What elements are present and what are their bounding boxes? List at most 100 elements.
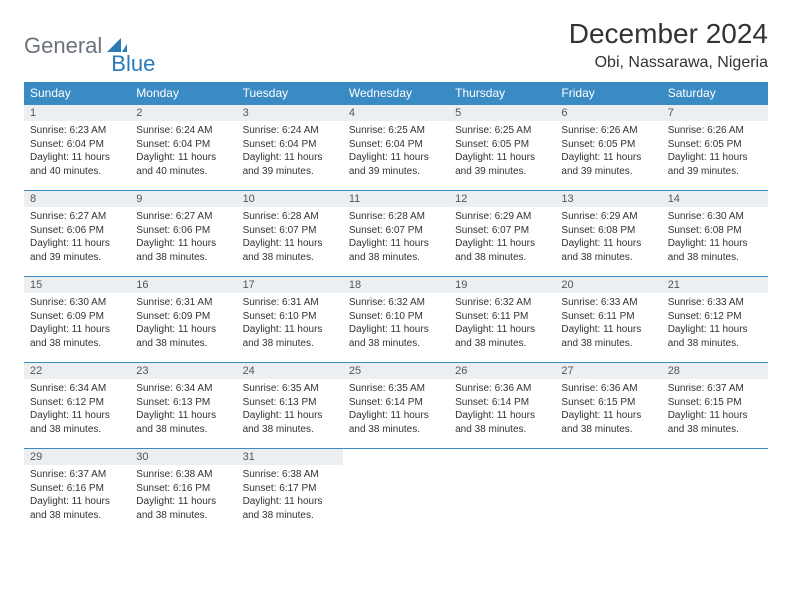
calendar-day-cell: 19Sunrise: 6:32 AMSunset: 6:11 PMDayligh… — [449, 277, 555, 363]
day-number: 16 — [130, 277, 236, 293]
sunrise-line: Sunrise: 6:36 AM — [561, 382, 655, 396]
day-details: Sunrise: 6:31 AMSunset: 6:09 PMDaylight:… — [130, 293, 236, 355]
day-number: 31 — [237, 449, 343, 465]
sunset-line: Sunset: 6:09 PM — [136, 310, 230, 324]
day-details: Sunrise: 6:34 AMSunset: 6:13 PMDaylight:… — [130, 379, 236, 441]
day-details: Sunrise: 6:25 AMSunset: 6:04 PMDaylight:… — [343, 121, 449, 183]
day-number: 22 — [24, 363, 130, 379]
sunrise-line: Sunrise: 6:38 AM — [136, 468, 230, 482]
day-number: 9 — [130, 191, 236, 207]
sunrise-line: Sunrise: 6:29 AM — [455, 210, 549, 224]
calendar-week-row: 8Sunrise: 6:27 AMSunset: 6:06 PMDaylight… — [24, 191, 768, 277]
day-number: 29 — [24, 449, 130, 465]
calendar-day-cell: 16Sunrise: 6:31 AMSunset: 6:09 PMDayligh… — [130, 277, 236, 363]
calendar-day-cell — [555, 449, 661, 535]
daylight-line: Daylight: 11 hours and 38 minutes. — [243, 495, 337, 522]
sunset-line: Sunset: 6:13 PM — [243, 396, 337, 410]
sunset-line: Sunset: 6:06 PM — [136, 224, 230, 238]
calendar-day-cell: 24Sunrise: 6:35 AMSunset: 6:13 PMDayligh… — [237, 363, 343, 449]
day-details: Sunrise: 6:33 AMSunset: 6:12 PMDaylight:… — [662, 293, 768, 355]
weekday-header: Wednesday — [343, 82, 449, 105]
day-details: Sunrise: 6:24 AMSunset: 6:04 PMDaylight:… — [237, 121, 343, 183]
calendar-day-cell: 7 Sunrise: 6:26 AMSunset: 6:05 PMDaylight… — [662, 105, 768, 191]
daylight-line: Daylight: 11 hours and 40 minutes. — [30, 151, 124, 178]
daylight-line: Daylight: 11 hours and 38 minutes. — [136, 323, 230, 350]
calendar-table: SundayMondayTuesdayWednesdayThursdayFrid… — [24, 82, 768, 535]
day-number: 5 — [449, 105, 555, 121]
day-number: 26 — [449, 363, 555, 379]
calendar-day-cell: 5Sunrise: 6:25 AMSunset: 6:05 PMDaylight… — [449, 105, 555, 191]
day-number: 20 — [555, 277, 661, 293]
calendar-day-cell: 9Sunrise: 6:27 AMSunset: 6:06 PMDaylight… — [130, 191, 236, 277]
location-text: Obi, Nassarawa, Nigeria — [569, 54, 768, 72]
sunset-line: Sunset: 6:11 PM — [455, 310, 549, 324]
day-number: 3 — [237, 105, 343, 121]
day-number: 2 — [130, 105, 236, 121]
day-number: 11 — [343, 191, 449, 207]
sunrise-line: Sunrise: 6:25 AM — [349, 124, 443, 138]
sunrise-line: Sunrise: 6:26 AM — [668, 124, 762, 138]
day-details: Sunrise: 6:37 AMSunset: 6:15 PMDaylight:… — [662, 379, 768, 441]
day-details: Sunrise: 6:38 AMSunset: 6:16 PMDaylight:… — [130, 465, 236, 527]
day-details: Sunrise: 6:33 AMSunset: 6:11 PMDaylight:… — [555, 293, 661, 355]
sunset-line: Sunset: 6:05 PM — [561, 138, 655, 152]
daylight-line: Daylight: 11 hours and 38 minutes. — [243, 237, 337, 264]
daylight-line: Daylight: 11 hours and 38 minutes. — [561, 409, 655, 436]
sunset-line: Sunset: 6:08 PM — [561, 224, 655, 238]
day-number: 6 — [555, 105, 661, 121]
sunset-line: Sunset: 6:07 PM — [349, 224, 443, 238]
day-number: 25 — [343, 363, 449, 379]
sunset-line: Sunset: 6:17 PM — [243, 482, 337, 496]
sunset-line: Sunset: 6:06 PM — [30, 224, 124, 238]
sunrise-line: Sunrise: 6:24 AM — [243, 124, 337, 138]
calendar-day-cell: 8Sunrise: 6:27 AMSunset: 6:06 PMDaylight… — [24, 191, 130, 277]
daylight-line: Daylight: 11 hours and 39 minutes. — [243, 151, 337, 178]
day-details: Sunrise: 6:31 AMSunset: 6:10 PMDaylight:… — [237, 293, 343, 355]
calendar-day-cell: 11Sunrise: 6:28 AMSunset: 6:07 PMDayligh… — [343, 191, 449, 277]
sunrise-line: Sunrise: 6:35 AM — [243, 382, 337, 396]
sunrise-line: Sunrise: 6:29 AM — [561, 210, 655, 224]
calendar-day-cell: 18Sunrise: 6:32 AMSunset: 6:10 PMDayligh… — [343, 277, 449, 363]
daylight-line: Daylight: 11 hours and 38 minutes. — [668, 323, 762, 350]
sunrise-line: Sunrise: 6:27 AM — [30, 210, 124, 224]
sunset-line: Sunset: 6:05 PM — [668, 138, 762, 152]
sunset-line: Sunset: 6:11 PM — [561, 310, 655, 324]
daylight-line: Daylight: 11 hours and 39 minutes. — [668, 151, 762, 178]
calendar-day-cell: 29Sunrise: 6:37 AMSunset: 6:16 PMDayligh… — [24, 449, 130, 535]
day-number: 12 — [449, 191, 555, 207]
day-details: Sunrise: 6:24 AMSunset: 6:04 PMDaylight:… — [130, 121, 236, 183]
sunset-line: Sunset: 6:10 PM — [243, 310, 337, 324]
logo-text-blue: Blue — [111, 33, 155, 77]
day-details: Sunrise: 6:27 AMSunset: 6:06 PMDaylight:… — [130, 207, 236, 269]
sunset-line: Sunset: 6:09 PM — [30, 310, 124, 324]
daylight-line: Daylight: 11 hours and 38 minutes. — [136, 237, 230, 264]
calendar-day-cell: 30Sunrise: 6:38 AMSunset: 6:16 PMDayligh… — [130, 449, 236, 535]
sunset-line: Sunset: 6:15 PM — [561, 396, 655, 410]
day-details: Sunrise: 6:36 AMSunset: 6:14 PMDaylight:… — [449, 379, 555, 441]
sunset-line: Sunset: 6:10 PM — [349, 310, 443, 324]
logo-text-general: General — [24, 33, 102, 59]
calendar-day-cell: 23Sunrise: 6:34 AMSunset: 6:13 PMDayligh… — [130, 363, 236, 449]
day-number: 7 — [662, 105, 768, 121]
calendar-day-cell: 27Sunrise: 6:36 AMSunset: 6:15 PMDayligh… — [555, 363, 661, 449]
sunrise-line: Sunrise: 6:34 AM — [30, 382, 124, 396]
daylight-line: Daylight: 11 hours and 38 minutes. — [455, 237, 549, 264]
calendar-day-cell: 25Sunrise: 6:35 AMSunset: 6:14 PMDayligh… — [343, 363, 449, 449]
weekday-header: Friday — [555, 82, 661, 105]
day-details: Sunrise: 6:23 AMSunset: 6:04 PMDaylight:… — [24, 121, 130, 183]
day-details: Sunrise: 6:29 AMSunset: 6:07 PMDaylight:… — [449, 207, 555, 269]
weekday-header: Tuesday — [237, 82, 343, 105]
daylight-line: Daylight: 11 hours and 38 minutes. — [30, 323, 124, 350]
sunset-line: Sunset: 6:08 PM — [668, 224, 762, 238]
calendar-day-cell: 13Sunrise: 6:29 AMSunset: 6:08 PMDayligh… — [555, 191, 661, 277]
sunset-line: Sunset: 6:13 PM — [136, 396, 230, 410]
calendar-day-cell: 14Sunrise: 6:30 AMSunset: 6:08 PMDayligh… — [662, 191, 768, 277]
calendar-week-row: 29Sunrise: 6:37 AMSunset: 6:16 PMDayligh… — [24, 449, 768, 535]
daylight-line: Daylight: 11 hours and 38 minutes. — [349, 323, 443, 350]
sunrise-line: Sunrise: 6:31 AM — [136, 296, 230, 310]
sunrise-line: Sunrise: 6:32 AM — [349, 296, 443, 310]
header: General Blue December 2024 Obi, Nassaraw… — [24, 18, 768, 72]
sunset-line: Sunset: 6:04 PM — [243, 138, 337, 152]
calendar-day-cell: 22Sunrise: 6:34 AMSunset: 6:12 PMDayligh… — [24, 363, 130, 449]
day-number: 1 — [24, 105, 130, 121]
